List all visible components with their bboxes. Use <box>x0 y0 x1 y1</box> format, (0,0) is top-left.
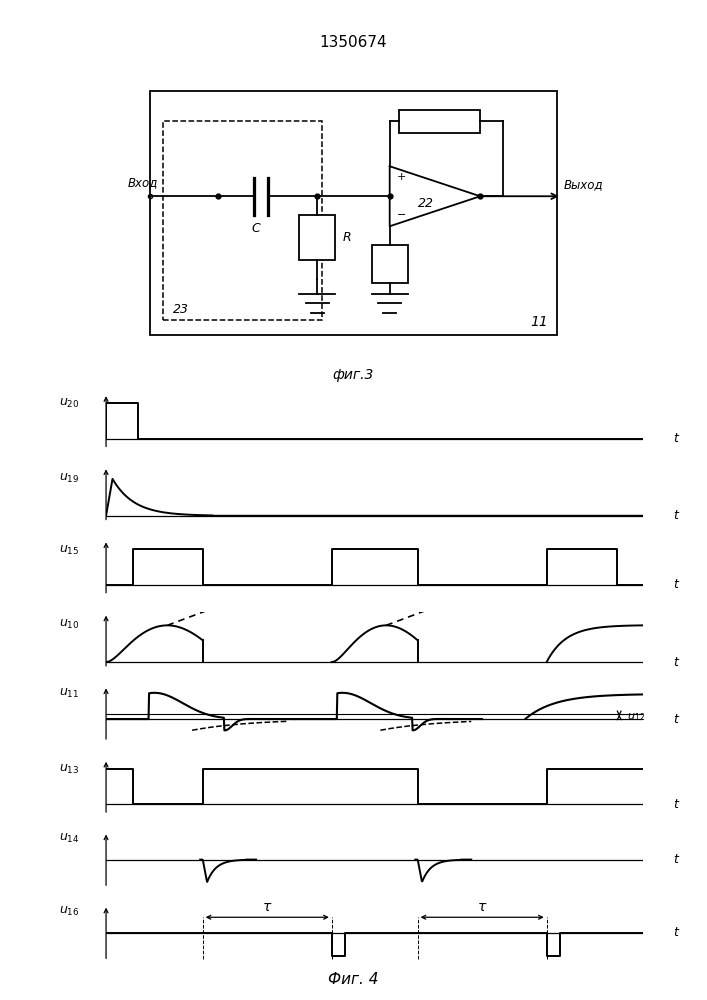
Text: $u_{15}$: $u_{15}$ <box>59 544 79 557</box>
Bar <box>299 215 335 260</box>
Text: t: t <box>673 578 678 591</box>
Text: t: t <box>673 853 678 866</box>
Text: Вход: Вход <box>127 176 158 189</box>
Text: $u_{19}$: $u_{19}$ <box>59 471 79 485</box>
Text: $u_{14}$: $u_{14}$ <box>59 832 79 845</box>
Bar <box>150 91 557 335</box>
Text: $u_{12}$: $u_{12}$ <box>627 711 645 723</box>
Text: $u_{11}$: $u_{11}$ <box>59 687 79 700</box>
Bar <box>372 245 408 282</box>
Text: фиг.3: фиг.3 <box>333 368 374 382</box>
Text: R: R <box>342 231 351 244</box>
Text: 1350674: 1350674 <box>320 35 387 50</box>
Text: t: t <box>673 509 678 522</box>
Text: 23: 23 <box>173 303 189 316</box>
Text: C: C <box>252 223 261 235</box>
Text: $\tau$: $\tau$ <box>262 900 272 914</box>
Text: $u_{13}$: $u_{13}$ <box>59 763 79 776</box>
Text: Фиг. 4: Фиг. 4 <box>328 972 379 987</box>
Text: +: + <box>397 172 406 182</box>
Text: Выход: Выход <box>564 178 604 191</box>
Text: 11: 11 <box>530 315 548 329</box>
Text: t: t <box>673 432 678 445</box>
Text: $\tau$: $\tau$ <box>477 900 487 914</box>
Text: t: t <box>673 713 678 726</box>
Text: t: t <box>673 926 678 939</box>
Text: t: t <box>673 656 678 669</box>
Text: −: − <box>397 210 406 220</box>
Bar <box>163 121 322 320</box>
Text: t: t <box>673 798 678 811</box>
Text: 22: 22 <box>418 197 434 210</box>
Text: $u_{16}$: $u_{16}$ <box>59 905 79 918</box>
Bar <box>399 110 480 132</box>
Text: $u_{20}$: $u_{20}$ <box>59 397 79 410</box>
Text: $u_{10}$: $u_{10}$ <box>59 618 79 631</box>
